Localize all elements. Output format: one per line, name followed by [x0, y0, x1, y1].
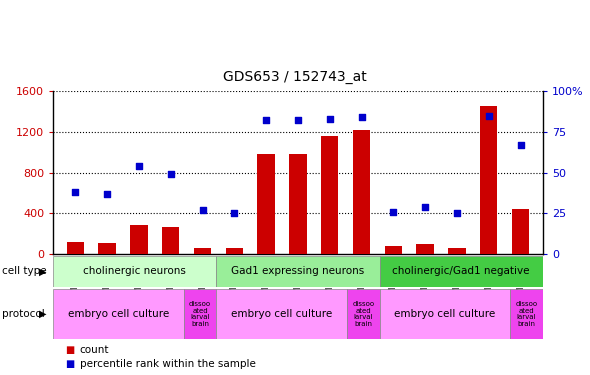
Point: [389, 209, 398, 215]
Text: cholinergic/Gad1 negative: cholinergic/Gad1 negative: [392, 267, 530, 276]
Text: GDS653 / 152743_at: GDS653 / 152743_at: [223, 70, 367, 84]
Bar: [194, 248, 211, 254]
Point: [325, 116, 335, 122]
Point: [261, 117, 271, 123]
Text: percentile rank within the sample: percentile rank within the sample: [80, 359, 255, 369]
Bar: [217, 289, 347, 339]
Bar: [347, 289, 379, 339]
Text: ■: ■: [65, 345, 74, 355]
Text: embryo cell culture: embryo cell culture: [394, 309, 496, 319]
Text: cell type: cell type: [2, 267, 47, 276]
Bar: [448, 248, 466, 254]
Point: [357, 114, 366, 120]
Point: [516, 142, 525, 148]
Bar: [99, 243, 116, 254]
Text: ■: ■: [65, 359, 74, 369]
Text: cholinergic neurons: cholinergic neurons: [83, 267, 186, 276]
Point: [230, 210, 239, 216]
Text: protocol: protocol: [2, 309, 44, 319]
Text: ▶: ▶: [39, 267, 46, 276]
Bar: [417, 243, 434, 254]
Point: [103, 191, 112, 197]
Point: [135, 163, 144, 169]
Text: dissoo
ated
larval
brain: dissoo ated larval brain: [352, 302, 374, 327]
Bar: [321, 136, 339, 254]
Text: Gad1 expressing neurons: Gad1 expressing neurons: [231, 267, 365, 276]
Bar: [379, 256, 543, 287]
Text: embryo cell culture: embryo cell culture: [68, 309, 169, 319]
Bar: [67, 242, 84, 254]
Bar: [289, 154, 307, 254]
Bar: [53, 256, 217, 287]
Point: [452, 210, 461, 216]
Point: [293, 117, 303, 123]
Text: dissoo
ated
larval
brain: dissoo ated larval brain: [516, 302, 537, 327]
Point: [421, 204, 430, 210]
Bar: [480, 106, 497, 254]
Bar: [183, 289, 217, 339]
Text: embryo cell culture: embryo cell culture: [231, 309, 332, 319]
Bar: [130, 225, 148, 254]
Bar: [217, 256, 379, 287]
Point: [198, 207, 207, 213]
Point: [166, 171, 175, 177]
Bar: [510, 289, 543, 339]
Bar: [385, 246, 402, 254]
Text: count: count: [80, 345, 109, 355]
Text: dissoo
ated
larval
brain: dissoo ated larval brain: [189, 302, 211, 327]
Bar: [53, 289, 183, 339]
Bar: [512, 209, 529, 254]
Bar: [225, 248, 243, 254]
Point: [484, 112, 493, 118]
Point: [71, 189, 80, 195]
Text: ▶: ▶: [39, 309, 46, 319]
Bar: [257, 154, 275, 254]
Bar: [162, 227, 179, 254]
Bar: [353, 130, 371, 254]
Bar: [379, 289, 510, 339]
